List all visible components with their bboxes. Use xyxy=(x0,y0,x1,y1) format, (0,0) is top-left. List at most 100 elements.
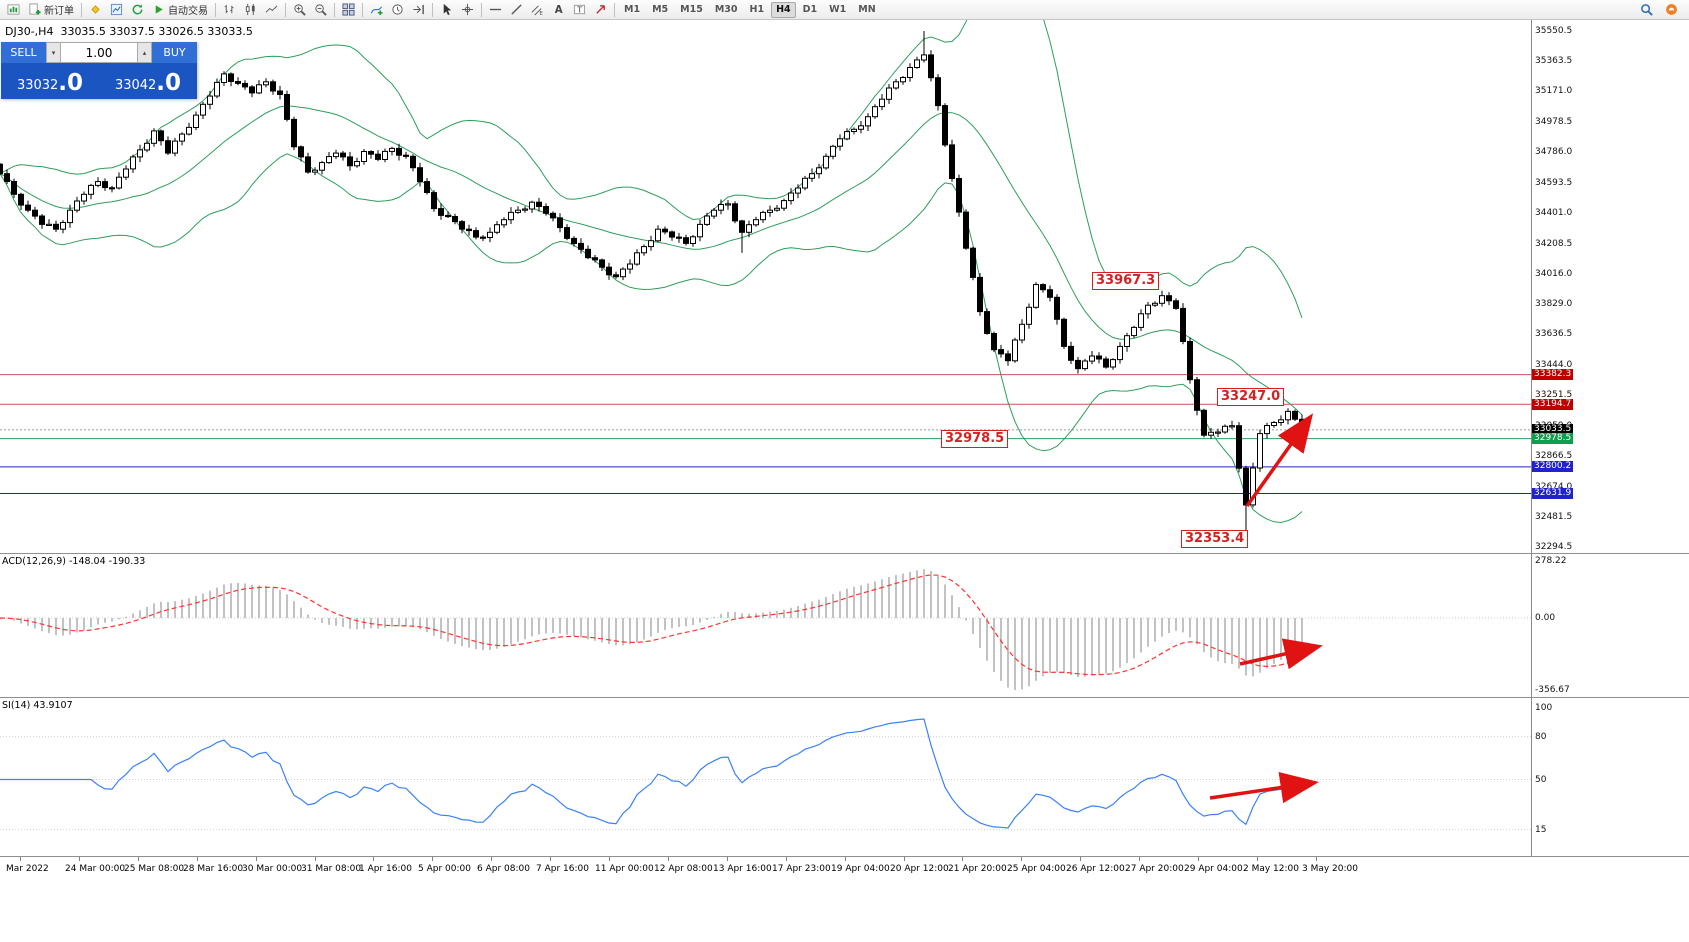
svg-text:T: T xyxy=(576,4,583,14)
rsi-tick: 50 xyxy=(1535,774,1547,785)
candle-chart-icon xyxy=(244,3,257,16)
sell-button[interactable]: SELL xyxy=(1,42,46,63)
crosshair-button[interactable] xyxy=(457,1,478,19)
toolbar-separator xyxy=(285,2,286,17)
sell-price-display[interactable]: 33032.0 xyxy=(1,63,99,99)
channel-button[interactable]: E xyxy=(527,1,548,19)
time-tick xyxy=(20,857,21,861)
price-tick: 34401.0 xyxy=(1535,208,1573,219)
rsi-tick: 80 xyxy=(1535,731,1547,742)
candlestick-plot[interactable] xyxy=(0,20,1531,553)
macd-indicator-panel[interactable]: ACD(12,26,9) -148.04 -190.33 278.22 0.00 -… xyxy=(0,553,1689,698)
toolbar-separator xyxy=(362,2,363,17)
time-tick xyxy=(197,857,198,861)
price-callout[interactable]: 33967.3 xyxy=(1092,272,1160,290)
buy-button[interactable]: BUY xyxy=(152,42,197,63)
price-tick: 33829.0 xyxy=(1535,298,1573,309)
timeframe-w1-button[interactable]: W1 xyxy=(829,4,847,15)
price-callout[interactable]: 33247.0 xyxy=(1217,388,1285,406)
price-tick: 34786.0 xyxy=(1535,147,1573,158)
favorites-icon xyxy=(89,3,102,16)
hline-button[interactable] xyxy=(485,1,506,19)
toolbar-separator xyxy=(81,2,82,17)
time-tick xyxy=(904,857,905,861)
rsi-plot[interactable] xyxy=(0,698,1531,857)
bar-chart-button[interactable] xyxy=(219,1,240,19)
timeframe-h1-button[interactable]: H1 xyxy=(749,4,765,15)
price-axis[interactable]: 35550.5 35363.5 35171.0 34978.5 34786.0 34593… xyxy=(1531,20,1689,553)
timeframe-m5-button[interactable]: M5 xyxy=(652,4,669,15)
time-tick xyxy=(550,857,551,861)
line-chart-button[interactable] xyxy=(261,1,282,19)
auto-trading-icon xyxy=(152,3,165,16)
arrows-button[interactable] xyxy=(590,1,611,19)
market-watch-icon xyxy=(110,3,123,16)
main-chart-panel[interactable]: 35550.5 35363.5 35171.0 34978.5 34786.0 34593… xyxy=(0,20,1689,553)
time-label: 28 Mar 16:00 xyxy=(183,864,244,874)
price-callout[interactable]: 32353.4 xyxy=(1181,530,1249,548)
search-icon xyxy=(1640,3,1653,16)
time-tick xyxy=(1257,857,1258,861)
time-tick xyxy=(1021,857,1022,861)
add-indicator-button[interactable] xyxy=(366,1,387,19)
time-label: 11 Apr 00:00 xyxy=(595,864,654,874)
macd-tick: 278.22 xyxy=(1535,556,1567,566)
price-level-label: 33382.3 xyxy=(1532,369,1574,381)
channel-icon: E xyxy=(531,3,544,16)
price-tick: 32481.5 xyxy=(1535,512,1573,523)
market-watch-button[interactable] xyxy=(106,1,127,19)
buy-price-frac: .0 xyxy=(156,70,182,96)
price-level-label: 33194.7 xyxy=(1532,398,1574,410)
search-button[interactable] xyxy=(1636,1,1657,19)
tile-windows-button[interactable] xyxy=(338,1,359,19)
zoom-in-button[interactable] xyxy=(289,1,310,19)
time-label: 3 May 20:00 xyxy=(1302,864,1358,874)
volume-input[interactable]: 1.00 xyxy=(61,42,137,63)
volume-down-icon[interactable]: ▾ xyxy=(46,42,61,63)
volume-up-icon[interactable]: ▴ xyxy=(137,42,152,63)
time-label: 12 Apr 08:00 xyxy=(654,864,713,874)
refresh-button[interactable] xyxy=(127,1,148,19)
rsi-axis[interactable]: 100 80 50 15 xyxy=(1531,698,1689,857)
sell-price-frac: .0 xyxy=(58,70,84,96)
sell-price-main: 33032 xyxy=(16,78,59,93)
chart-shift-button[interactable] xyxy=(408,1,429,19)
buy-price-main: 33042 xyxy=(114,78,157,93)
timeframe-mn-button[interactable]: MN xyxy=(858,4,876,15)
timeframe-m30-button[interactable]: M30 xyxy=(714,4,738,15)
candle-chart-button[interactable] xyxy=(240,1,261,19)
auto-trading-button[interactable]: 自动交易 xyxy=(148,1,212,19)
toolbar-separator xyxy=(215,2,216,17)
macd-tick: 0.00 xyxy=(1535,613,1556,623)
time-label: 5 Apr 00:00 xyxy=(418,864,471,874)
timeframe-d1-button[interactable]: D1 xyxy=(802,4,818,15)
new-order-button[interactable]: 新订单 xyxy=(24,1,78,19)
time-axis[interactable]: Mar 2022 24 Mar 00:00 25 Mar 08:00 28 Mar 1… xyxy=(0,856,1689,942)
timeframe-m15-button[interactable]: M15 xyxy=(680,4,703,15)
rsi-indicator-panel[interactable]: SI(14) 43.9107 100 80 50 15 xyxy=(0,697,1689,857)
cursor-icon xyxy=(440,3,453,16)
price-callout[interactable]: 32978.5 xyxy=(941,430,1009,448)
price-level-label: 32800.2 xyxy=(1532,461,1574,473)
label-button[interactable]: T xyxy=(569,1,590,19)
price-tick: 34208.5 xyxy=(1535,238,1573,249)
price-tick: 32294.5 xyxy=(1535,542,1573,552)
new-chart-button[interactable] xyxy=(3,1,24,19)
zoom-out-button[interactable] xyxy=(310,1,331,19)
favorites-button[interactable] xyxy=(85,1,106,19)
svg-text:E: E xyxy=(539,11,543,16)
price-tick: 33636.5 xyxy=(1535,329,1573,340)
buy-price-display[interactable]: 33042.0 xyxy=(99,63,197,99)
text-button[interactable]: A xyxy=(548,1,569,19)
macd-plot[interactable] xyxy=(0,554,1531,698)
price-tick: 32866.5 xyxy=(1535,451,1573,462)
community-button[interactable] xyxy=(1661,1,1682,19)
clock-button[interactable] xyxy=(387,1,408,19)
time-tick xyxy=(668,857,669,861)
cursor-button[interactable] xyxy=(436,1,457,19)
timeframe-h4-button[interactable]: H4 xyxy=(771,1,796,18)
trendline-button[interactable] xyxy=(506,1,527,19)
timeframe-m1-button[interactable]: M1 xyxy=(624,4,641,15)
macd-axis[interactable]: 278.22 0.00 -356.67 xyxy=(1531,554,1689,698)
new-order-icon xyxy=(28,3,41,16)
